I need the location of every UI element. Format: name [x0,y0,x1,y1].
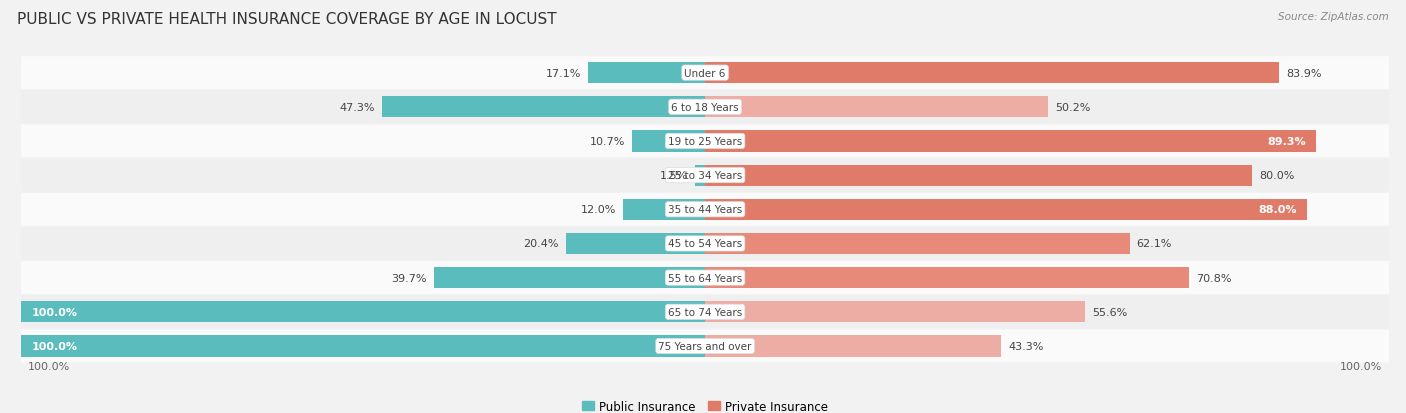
FancyBboxPatch shape [21,330,1389,363]
Bar [706,165,1253,186]
Bar [623,199,706,221]
Text: 45 to 54 Years: 45 to 54 Years [668,239,742,249]
Text: 100.0%: 100.0% [31,341,77,351]
Text: 88.0%: 88.0% [1258,205,1296,215]
Bar [21,301,706,323]
Text: 6 to 18 Years: 6 to 18 Years [671,102,740,112]
FancyBboxPatch shape [21,125,1389,158]
Bar [706,267,1189,289]
Text: 65 to 74 Years: 65 to 74 Years [668,307,742,317]
Text: 100.0%: 100.0% [28,361,70,371]
Bar [588,63,706,84]
Bar [706,63,1279,84]
Bar [706,97,1049,118]
Bar [695,165,706,186]
Bar [21,336,706,357]
Text: 100.0%: 100.0% [1340,361,1382,371]
Text: 47.3%: 47.3% [339,102,375,112]
Text: 20.4%: 20.4% [523,239,558,249]
Text: 62.1%: 62.1% [1136,239,1173,249]
Text: 70.8%: 70.8% [1197,273,1232,283]
Text: 17.1%: 17.1% [546,69,581,78]
Text: 89.3%: 89.3% [1267,137,1306,147]
Bar [706,233,1130,254]
FancyBboxPatch shape [21,159,1389,192]
Text: 80.0%: 80.0% [1260,171,1295,180]
Text: 12.0%: 12.0% [581,205,616,215]
Bar [706,199,1308,221]
Text: 19 to 25 Years: 19 to 25 Years [668,137,742,147]
FancyBboxPatch shape [21,228,1389,260]
Text: 55.6%: 55.6% [1092,307,1128,317]
FancyBboxPatch shape [21,57,1389,90]
Text: 75 Years and over: 75 Years and over [658,341,752,351]
FancyBboxPatch shape [21,296,1389,328]
Bar [706,131,1316,152]
Text: Under 6: Under 6 [685,69,725,78]
FancyBboxPatch shape [21,91,1389,124]
Text: 1.5%: 1.5% [659,171,688,180]
Bar [706,301,1085,323]
Text: 10.7%: 10.7% [589,137,626,147]
Text: 50.2%: 50.2% [1056,102,1091,112]
FancyBboxPatch shape [21,193,1389,226]
Legend: Public Insurance, Private Insurance: Public Insurance, Private Insurance [576,395,834,413]
Text: 55 to 64 Years: 55 to 64 Years [668,273,742,283]
FancyBboxPatch shape [21,261,1389,294]
Text: Source: ZipAtlas.com: Source: ZipAtlas.com [1278,12,1389,22]
Text: PUBLIC VS PRIVATE HEALTH INSURANCE COVERAGE BY AGE IN LOCUST: PUBLIC VS PRIVATE HEALTH INSURANCE COVER… [17,12,557,27]
Text: 25 to 34 Years: 25 to 34 Years [668,171,742,180]
Bar [631,131,706,152]
Text: 100.0%: 100.0% [31,307,77,317]
Bar [565,233,706,254]
Text: 83.9%: 83.9% [1286,69,1322,78]
Text: 43.3%: 43.3% [1008,341,1043,351]
Bar [706,336,1001,357]
Text: 35 to 44 Years: 35 to 44 Years [668,205,742,215]
Text: 39.7%: 39.7% [391,273,426,283]
Bar [433,267,706,289]
Bar [381,97,706,118]
